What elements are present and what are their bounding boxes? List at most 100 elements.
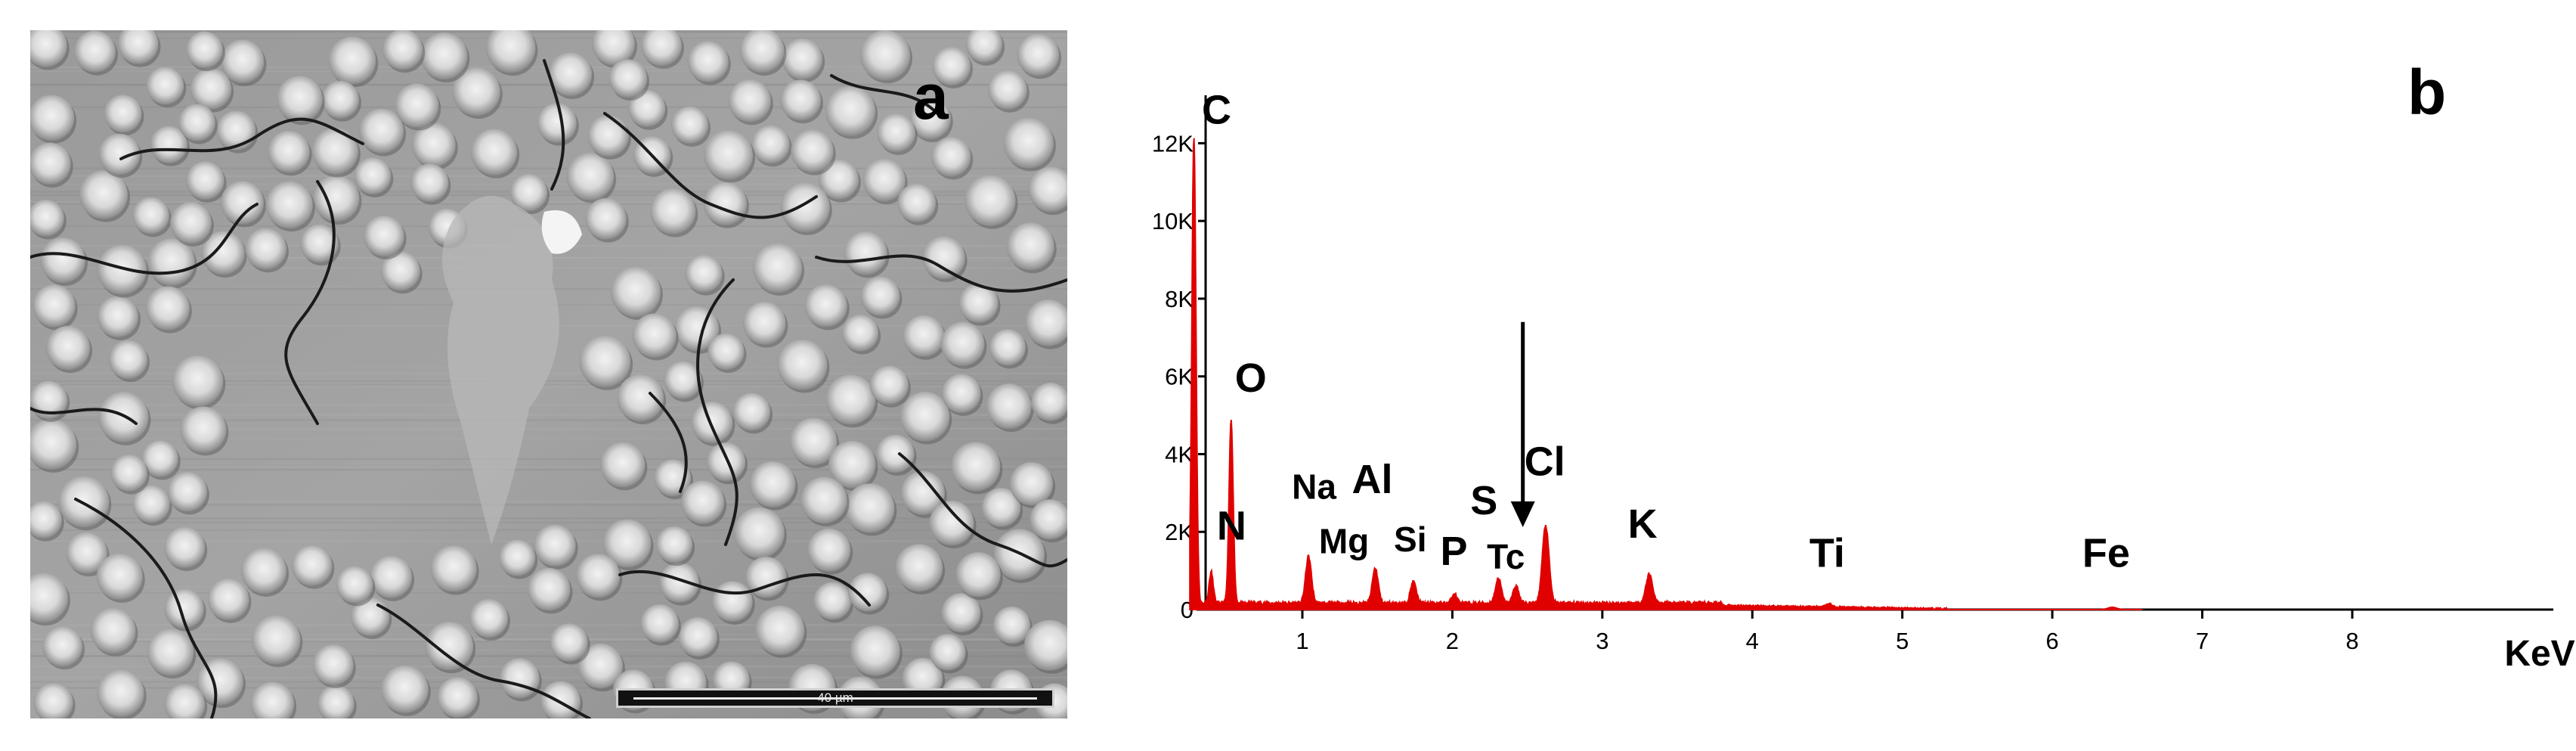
cell <box>780 182 830 232</box>
cell <box>691 402 733 443</box>
cell <box>599 442 646 488</box>
cell <box>97 296 138 337</box>
cell <box>704 130 754 180</box>
cell <box>42 626 83 667</box>
cell <box>45 325 90 371</box>
x-tick-label: 6 <box>2046 628 2059 654</box>
cell <box>903 315 945 357</box>
cell <box>780 79 821 121</box>
scan-line <box>30 200 1067 203</box>
scan-line <box>30 624 1067 626</box>
cell <box>96 553 143 600</box>
cell <box>897 183 937 222</box>
cell <box>178 104 215 141</box>
cell <box>848 573 887 612</box>
cell <box>728 79 771 123</box>
sem-cells <box>30 30 1067 718</box>
cell <box>813 582 852 620</box>
crack <box>119 117 364 160</box>
cell <box>321 80 359 119</box>
scale-bar-label: 40 µm <box>817 690 853 705</box>
cell <box>941 593 981 633</box>
peak-label-n: N <box>1217 504 1246 549</box>
cell <box>251 615 301 665</box>
cell <box>430 545 477 592</box>
cell <box>354 157 392 194</box>
scale-bar-line <box>633 697 1037 700</box>
crack <box>603 112 818 219</box>
scan-line <box>30 501 1067 503</box>
scan-line <box>30 30 1067 33</box>
cell <box>929 501 974 546</box>
cell <box>499 539 536 576</box>
cell <box>706 442 746 482</box>
cell <box>1009 462 1054 506</box>
cell <box>312 644 354 686</box>
y-tick-label: 2K <box>1165 519 1194 545</box>
cell <box>1024 619 1067 671</box>
cell <box>437 677 478 718</box>
cell <box>859 30 911 81</box>
cell <box>147 628 194 676</box>
cell <box>1003 117 1054 169</box>
scan-line <box>30 641 1067 643</box>
arrow-head <box>1510 501 1535 527</box>
cell <box>108 340 147 380</box>
cell <box>981 488 1021 527</box>
scan-line <box>30 37 1067 39</box>
cell <box>33 284 76 327</box>
crack <box>898 452 1067 568</box>
scan-line <box>30 414 1067 416</box>
cell <box>220 39 265 83</box>
cell <box>576 554 621 598</box>
peak-label-cl: Cl <box>1525 439 1565 485</box>
cell <box>66 532 107 574</box>
cell <box>640 30 682 67</box>
cell <box>712 581 753 622</box>
crack <box>830 74 939 115</box>
crack <box>649 392 688 493</box>
cell <box>628 89 666 127</box>
peak-label-s: S <box>1470 478 1497 523</box>
scan-line <box>30 31 1067 33</box>
cell <box>425 622 474 671</box>
y-tick-label: 10K <box>1152 208 1194 234</box>
cell <box>640 604 679 643</box>
cell <box>804 284 847 327</box>
crack <box>696 278 738 546</box>
cell <box>150 126 187 163</box>
cell <box>755 605 805 655</box>
cell <box>499 658 540 699</box>
cell <box>687 41 729 82</box>
cell <box>964 175 1016 226</box>
cell <box>650 188 696 234</box>
cell <box>79 170 128 219</box>
cell <box>587 115 629 157</box>
cell <box>420 33 468 79</box>
cell <box>132 485 170 523</box>
y-tick-label: 6K <box>1165 364 1194 390</box>
cell <box>707 333 745 370</box>
scan-line <box>30 638 1067 641</box>
eds-series <box>1189 138 2143 611</box>
cell <box>220 181 264 225</box>
cell <box>782 38 823 79</box>
cell <box>336 566 373 604</box>
cell <box>739 30 785 73</box>
cell <box>610 266 661 318</box>
cell <box>452 67 500 116</box>
cell <box>819 159 859 200</box>
crack <box>30 203 259 275</box>
cell <box>566 153 615 200</box>
scan-line <box>30 66 1067 69</box>
scan-line <box>30 403 1067 406</box>
cell <box>186 31 223 69</box>
cell <box>313 175 360 222</box>
cell <box>110 455 147 492</box>
cell <box>216 110 256 151</box>
crack <box>74 498 218 718</box>
cell <box>965 30 1003 63</box>
cell <box>986 383 1032 429</box>
cell <box>940 321 985 366</box>
